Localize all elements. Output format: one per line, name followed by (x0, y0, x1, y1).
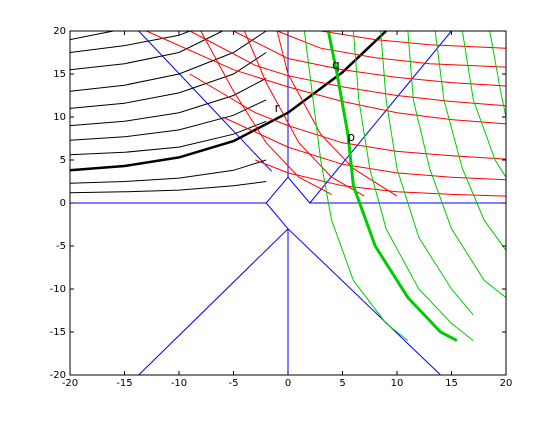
curve (352, 30, 474, 341)
curve (70, 30, 506, 376)
x-tick-label: 15 (445, 378, 458, 389)
curve (276, 30, 398, 197)
y-tick-label: 15 (53, 69, 66, 80)
x-tick-label: -20 (62, 378, 78, 389)
y-tick-label: 20 (53, 26, 66, 37)
x-tick-label: -5 (229, 378, 239, 389)
annotation: p (347, 130, 355, 144)
y-tick-label: 5 (60, 155, 66, 166)
x-tick-label: -10 (171, 378, 187, 389)
curve (320, 30, 507, 49)
y-tick-label: 0 (60, 198, 66, 209)
curve (69, 30, 387, 172)
curve (233, 30, 507, 87)
curve (200, 30, 332, 195)
y-tick-label: -10 (50, 284, 66, 295)
curve (380, 30, 474, 316)
y-tick-label: -5 (56, 241, 66, 252)
curve (326, 30, 458, 342)
curve (69, 181, 267, 194)
x-tick-label: -15 (116, 378, 132, 389)
curve (69, 99, 267, 141)
curve (69, 30, 114, 41)
x-tick-label: 5 (339, 378, 345, 389)
curve (434, 30, 507, 251)
annotation: r (275, 101, 280, 115)
curve (489, 30, 507, 118)
curve (189, 73, 507, 160)
y-tick-label: 10 (53, 112, 66, 123)
curve (189, 30, 507, 107)
annotation: q (332, 58, 340, 72)
curve (461, 30, 507, 178)
curve (69, 159, 267, 184)
curve (69, 30, 223, 71)
y-tick-label: -20 (50, 370, 66, 381)
x-tick-label: 20 (500, 378, 513, 389)
curve (69, 77, 267, 127)
curve (69, 30, 267, 92)
curve (303, 30, 409, 341)
x-tick-label: 0 (285, 378, 291, 389)
y-tick-label: -15 (50, 327, 66, 338)
curve (255, 159, 507, 197)
curve (69, 120, 267, 156)
curve (69, 52, 267, 109)
x-tick-label: 10 (391, 378, 404, 389)
curve (69, 30, 191, 53)
curve (407, 30, 507, 298)
curve (243, 30, 365, 197)
